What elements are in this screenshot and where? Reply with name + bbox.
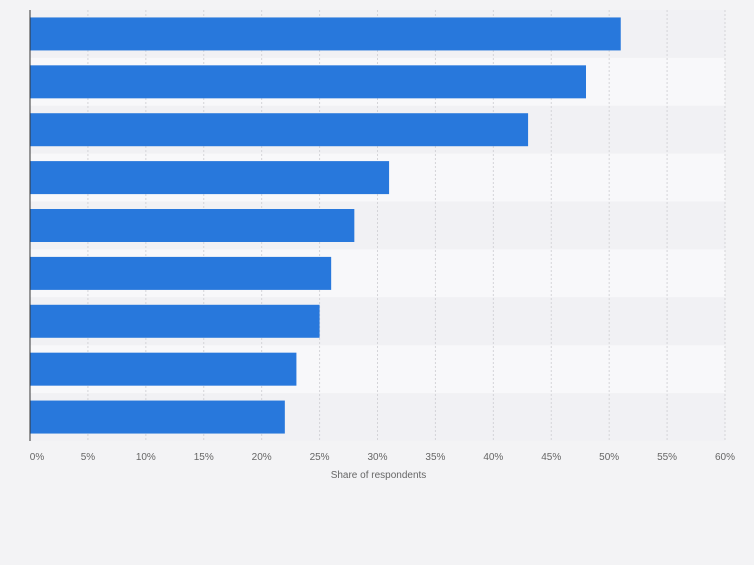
x-tick-label: 30% — [367, 452, 387, 463]
x-tick-label: 45% — [541, 452, 561, 463]
bar — [30, 65, 586, 99]
bar — [30, 113, 529, 147]
x-tick-label: 40% — [483, 452, 503, 463]
x-tick-label: 25% — [310, 452, 330, 463]
bar — [30, 256, 332, 290]
bars — [30, 17, 621, 434]
x-tick-label: 15% — [194, 452, 214, 463]
bar — [30, 161, 390, 195]
x-axis-ticks: 0% 5% 10% 15% 20% 25% 30% 35% 40% 45% 50% 55% 60% — [30, 452, 735, 463]
bar — [30, 209, 355, 242]
x-tick-label: 20% — [252, 452, 272, 463]
bar — [30, 304, 320, 338]
x-tick-label: 5% — [81, 452, 96, 463]
x-tick-label: 50% — [599, 452, 619, 463]
bar — [30, 400, 285, 434]
x-tick-label: 0% — [30, 452, 45, 463]
x-axis-label: Share of respondents — [331, 470, 427, 481]
bar — [30, 17, 621, 51]
x-tick-label: 35% — [425, 452, 445, 463]
x-tick-label: 55% — [657, 452, 677, 463]
x-tick-label: 60% — [715, 452, 735, 463]
bar — [30, 352, 297, 386]
x-tick-label: 10% — [136, 452, 156, 463]
